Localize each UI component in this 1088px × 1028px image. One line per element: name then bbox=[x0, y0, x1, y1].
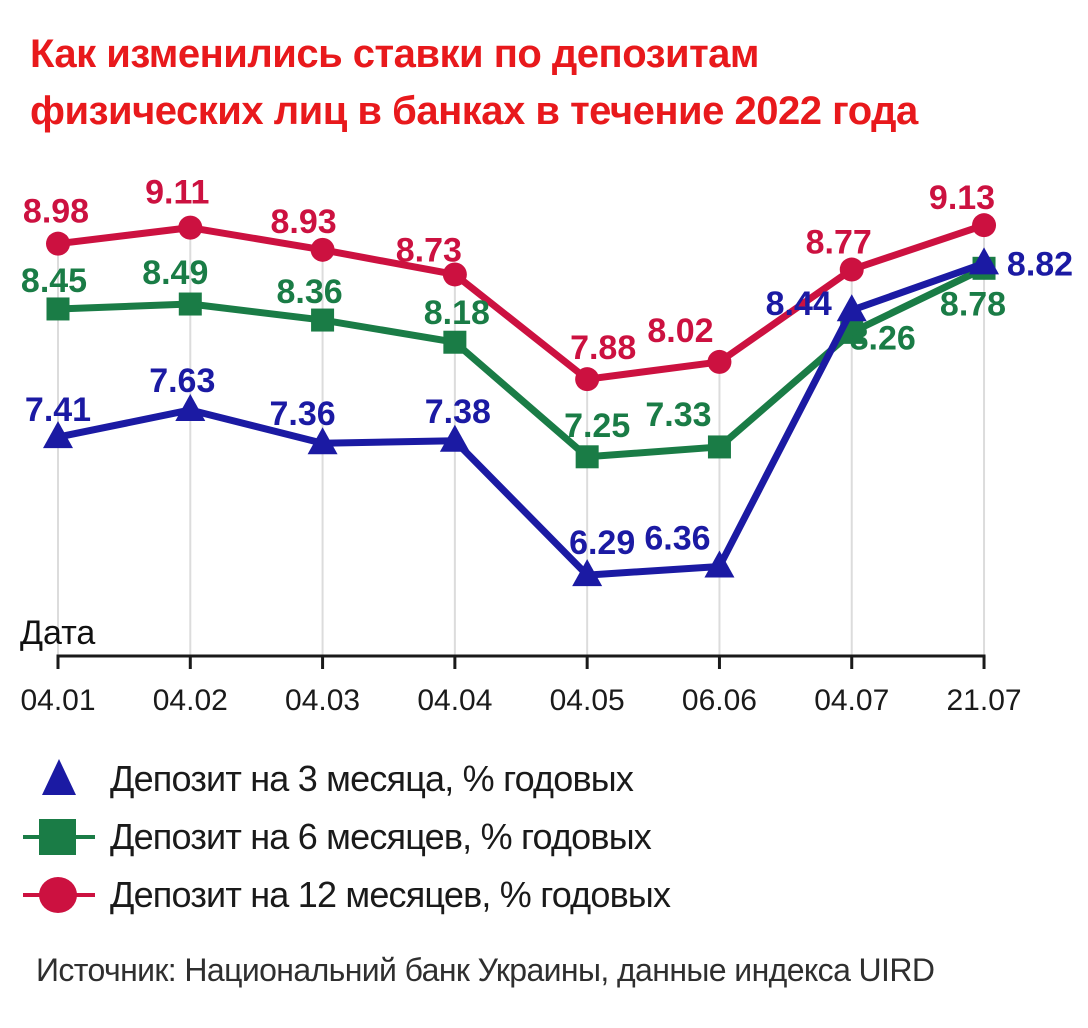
chart-title-line-1: Как изменились ставки по депозитам bbox=[30, 32, 760, 76]
legend-label-3-months: Депозит на 3 месяца, % годовых bbox=[110, 758, 634, 799]
square-marker-icon bbox=[311, 308, 335, 332]
chart-legend: Депозит на 3 месяца, % годовых Депозит н… bbox=[23, 750, 671, 924]
data-label: 8.44 bbox=[766, 285, 832, 323]
data-label: 8.02 bbox=[647, 312, 713, 350]
chart-title: Как изменились ставки по депозитам физич… bbox=[30, 26, 1070, 140]
data-label: 7.38 bbox=[425, 393, 491, 431]
square-marker-icon bbox=[178, 292, 202, 316]
x-tick-label: 04.01 bbox=[20, 684, 95, 717]
triangle-marker-icon bbox=[42, 759, 76, 795]
x-tick-label: 21.07 bbox=[946, 684, 1021, 717]
data-label: 7.41 bbox=[25, 391, 91, 429]
data-label: 8.18 bbox=[424, 294, 490, 332]
data-label: 8.78 bbox=[940, 285, 1006, 323]
circle-marker-icon bbox=[442, 262, 467, 287]
data-label: 9.11 bbox=[145, 174, 209, 212]
circle-marker-icon bbox=[707, 349, 732, 374]
x-axis-title: Дата bbox=[20, 614, 95, 652]
legend-label-6-months: Депозит на 6 месяцев, % годовых bbox=[110, 816, 652, 857]
x-tick-label: 04.04 bbox=[417, 684, 492, 717]
circle-marker-icon bbox=[972, 213, 997, 238]
triangle-marker-icon bbox=[704, 550, 735, 578]
square-marker-icon bbox=[707, 435, 731, 459]
data-label: 7.33 bbox=[645, 396, 711, 434]
data-label: 8.98 bbox=[23, 193, 89, 231]
legend-item-3-months: Депозит на 3 месяца, % годовых bbox=[23, 750, 670, 808]
circle-marker-icon bbox=[46, 231, 70, 256]
square-marker-icon bbox=[23, 812, 95, 862]
circle-marker-icon bbox=[575, 367, 600, 392]
legend-label-12-months: Депозит на 12 месяцев, % годовых bbox=[110, 874, 671, 915]
triangle-marker-icon bbox=[572, 559, 603, 587]
x-tick-label: 04.03 bbox=[285, 684, 360, 717]
chart-area: 04.01 04.02 04.03 04.04 04.05 06.06 04.07 21.07… bbox=[0, 170, 1088, 730]
series-line-circle bbox=[54, 221, 988, 383]
data-label: 8.45 bbox=[21, 262, 87, 300]
data-label: 7.63 bbox=[149, 362, 215, 400]
data-label: 8.82 bbox=[1007, 245, 1073, 283]
circle-marker-icon bbox=[39, 877, 77, 913]
x-tick-label: 04.05 bbox=[550, 684, 625, 717]
legend-item-12-months: Депозит на 12 месяцев, % годовых bbox=[23, 866, 671, 924]
data-label: 7.36 bbox=[269, 395, 335, 433]
source-note: Источник: Национальний банк Украины, дан… bbox=[36, 952, 935, 988]
square-marker-icon bbox=[443, 330, 467, 354]
triangle-marker-icon bbox=[23, 754, 95, 804]
square-marker-icon bbox=[46, 297, 70, 321]
triangle-marker-icon bbox=[175, 393, 206, 421]
circle-marker-icon bbox=[178, 215, 203, 240]
triangle-marker-icon bbox=[836, 294, 867, 322]
data-label: 8.73 bbox=[396, 231, 462, 269]
triangle-marker-icon bbox=[43, 421, 73, 449]
x-tick-label: 04.07 bbox=[814, 684, 889, 717]
legend-item-6-months: Депозит на 6 месяцев, % годовых bbox=[23, 808, 670, 866]
x-tick-label: 06.06 bbox=[682, 684, 757, 717]
data-label: 9.13 bbox=[929, 179, 995, 217]
data-label: 8.93 bbox=[270, 203, 336, 241]
square-marker-icon bbox=[39, 819, 76, 855]
data-label: 8.49 bbox=[142, 254, 208, 292]
triangle-marker-icon bbox=[969, 247, 1000, 275]
data-label: 8.26 bbox=[850, 319, 916, 357]
series-line-triangle bbox=[54, 259, 988, 579]
triangle-marker-icon bbox=[307, 427, 338, 455]
data-label: 6.36 bbox=[644, 519, 710, 557]
circle-marker-icon bbox=[23, 870, 95, 920]
data-label: 8.36 bbox=[276, 273, 342, 311]
square-marker-icon bbox=[575, 445, 599, 469]
data-label: 7.25 bbox=[564, 407, 630, 445]
x-tick-label: 04.02 bbox=[153, 684, 228, 717]
chart-title-line-2: физических лиц в банках в течение 2022 г… bbox=[30, 89, 918, 133]
circle-marker-icon bbox=[839, 257, 864, 282]
data-label: 8.77 bbox=[806, 224, 872, 262]
data-label: 6.29 bbox=[569, 524, 635, 562]
deposit-rates-chart: 04.01 04.02 04.03 04.04 04.05 06.06 04.07 21.07… bbox=[20, 174, 1073, 717]
triangle-marker-icon bbox=[439, 424, 470, 452]
data-label: 7.88 bbox=[570, 329, 636, 367]
circle-marker-icon bbox=[310, 237, 335, 262]
